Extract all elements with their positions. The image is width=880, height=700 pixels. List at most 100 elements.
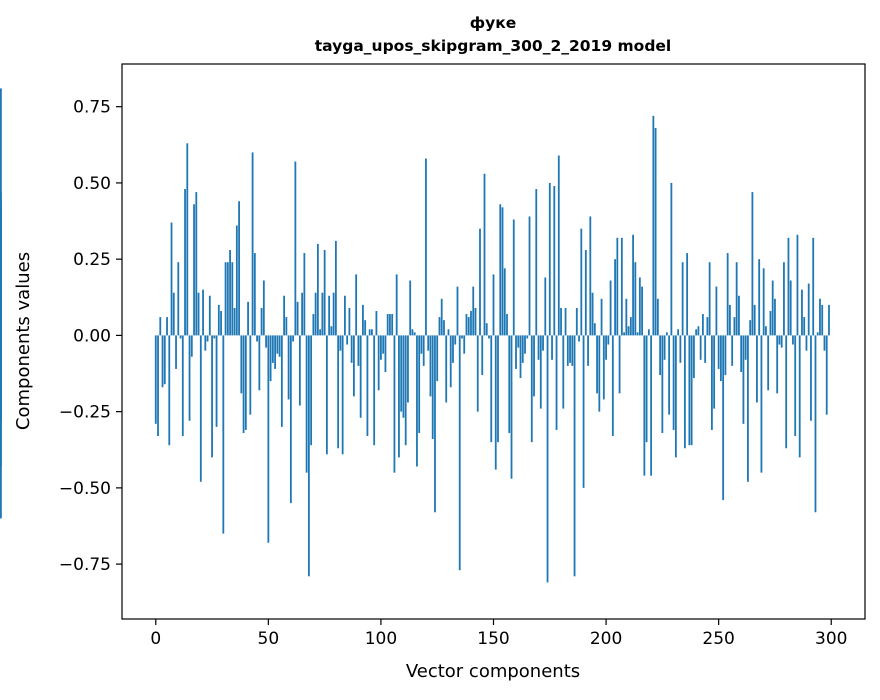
bar [634,262,637,336]
bar [366,335,369,437]
bar [796,234,799,336]
bar [334,240,337,336]
bar [355,274,358,336]
bar [699,335,702,360]
bar [280,335,283,427]
bar [641,286,643,336]
bar [717,335,720,369]
bar [298,335,301,406]
y-tick-label: −0.75 [59,555,111,575]
bar [197,292,200,336]
bar [821,304,824,336]
bar [247,301,249,336]
bar [224,262,227,336]
bar [422,335,425,366]
bar [560,307,562,336]
bar [467,317,470,336]
bar [177,262,180,336]
bar [715,286,718,336]
bar [438,317,441,336]
bar [166,317,168,336]
bar [244,335,247,430]
bar [235,225,238,336]
bars-group [0,88,830,583]
bar [483,173,486,336]
plot-frame [121,63,866,620]
bar [368,329,371,336]
bar [258,335,261,391]
bar [602,335,605,400]
bar [188,335,191,421]
bar [616,237,619,336]
bar [238,201,240,336]
bar [287,335,290,400]
bar [668,335,671,415]
bar [499,204,502,336]
bar [181,335,184,437]
bar [555,335,558,430]
bar [756,335,758,403]
bar [665,332,668,336]
bar [472,286,475,336]
bar [589,216,592,336]
bar [828,304,830,336]
bar [747,335,749,482]
bar [294,161,297,336]
bar [762,268,765,336]
bar [382,335,385,354]
bar [776,335,779,394]
bar [301,292,304,336]
bar [542,335,544,351]
bar [620,237,623,336]
y-tick-label: 0.50 [73,174,111,194]
bar [341,335,344,455]
bar [679,335,682,363]
bar [400,335,403,412]
bar [490,335,493,443]
bar [206,335,209,342]
bar [720,335,722,382]
bar [256,335,258,342]
bar [636,332,639,336]
y-axis-ticks: 0.75 0.50 0.25 0.00 −0.25 −0.50 −0.75 [59,98,122,575]
bar [582,335,585,488]
bar [591,292,594,336]
bar [485,323,488,336]
bar [373,335,376,446]
bar [731,335,734,366]
bar [389,314,391,336]
bar [695,329,698,336]
bar [447,329,450,336]
bar [706,317,709,336]
bar [497,335,499,443]
bar [611,335,614,437]
bar [508,335,511,433]
bar [774,298,776,336]
bar [362,304,364,336]
bar [429,335,432,397]
bar [226,262,229,336]
bar [265,335,267,348]
bar [794,335,797,437]
bar [593,323,596,336]
bar [305,335,308,473]
bar [533,335,535,397]
bar [231,262,234,336]
x-axis-label: Vector components [406,661,580,682]
bar [431,335,434,440]
bar [371,329,373,336]
y-tick-label: −0.25 [59,403,111,423]
bar [647,329,650,336]
bar [161,335,164,388]
bar [476,335,479,412]
bar [461,335,463,339]
bar [733,317,736,336]
bar [769,311,772,336]
bar [283,295,286,336]
bar [659,335,662,376]
bar [348,307,351,336]
bar [443,320,445,336]
bar [512,219,515,336]
bar [569,335,571,363]
bar [292,335,295,342]
